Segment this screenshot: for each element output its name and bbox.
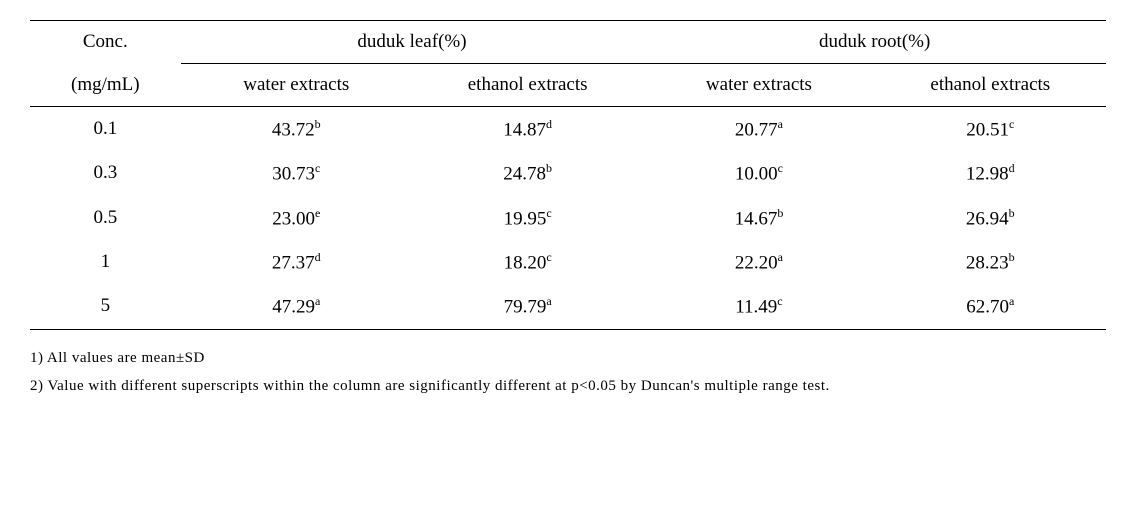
cell-root-water: 22.20a	[643, 240, 874, 284]
table-body: 0.1 43.72b 14.87d 20.77a 20.51c 0.3 30.7…	[30, 107, 1106, 330]
cell-leaf-water: 27.37d	[181, 240, 412, 284]
cell-leaf-ethanol: 24.78b	[412, 151, 643, 195]
cell-root-water: 10.00c	[643, 151, 874, 195]
cell-leaf-water: 23.00e	[181, 196, 412, 240]
footnote-1: 1) All values are mean±SD	[30, 344, 1106, 373]
table-row: 0.3 30.73c 24.78b 10.00c 12.98d	[30, 151, 1106, 195]
header-leaf-water: water extracts	[181, 64, 412, 107]
table-row: 0.1 43.72b 14.87d 20.77a 20.51c	[30, 107, 1106, 152]
header-leaf-ethanol: ethanol extracts	[412, 64, 643, 107]
cell-root-water: 11.49c	[643, 284, 874, 329]
cell-root-ethanol: 28.23b	[875, 240, 1106, 284]
cell-root-water: 20.77a	[643, 107, 874, 152]
cell-leaf-ethanol: 18.20c	[412, 240, 643, 284]
header-group-leaf: duduk leaf(%)	[181, 21, 644, 64]
cell-leaf-water: 43.72b	[181, 107, 412, 152]
cell-conc: 5	[30, 284, 181, 329]
cell-leaf-water: 47.29a	[181, 284, 412, 329]
footnotes: 1) All values are mean±SD 2) Value with …	[30, 344, 1106, 401]
table-row: 5 47.29a 79.79a 11.49c 62.70a	[30, 284, 1106, 329]
cell-conc: 0.1	[30, 107, 181, 152]
footnote-2: 2) Value with different superscripts wit…	[30, 372, 1106, 401]
header-conc-line1: Conc.	[30, 21, 181, 64]
cell-root-ethanol: 20.51c	[875, 107, 1106, 152]
cell-conc: 1	[30, 240, 181, 284]
header-root-water: water extracts	[643, 64, 874, 107]
header-group-root: duduk root(%)	[643, 21, 1106, 64]
table-row: 0.5 23.00e 19.95c 14.67b 26.94b	[30, 196, 1106, 240]
header-conc-line2: (mg/mL)	[30, 64, 181, 107]
cell-leaf-ethanol: 14.87d	[412, 107, 643, 152]
cell-root-ethanol: 26.94b	[875, 196, 1106, 240]
cell-conc: 0.5	[30, 196, 181, 240]
header-root-ethanol: ethanol extracts	[875, 64, 1106, 107]
cell-leaf-water: 30.73c	[181, 151, 412, 195]
cell-root-ethanol: 62.70a	[875, 284, 1106, 329]
table-row: 1 27.37d 18.20c 22.20a 28.23b	[30, 240, 1106, 284]
cell-root-ethanol: 12.98d	[875, 151, 1106, 195]
data-table: Conc. duduk leaf(%) duduk root(%) (mg/mL…	[30, 20, 1106, 330]
cell-conc: 0.3	[30, 151, 181, 195]
cell-leaf-ethanol: 19.95c	[412, 196, 643, 240]
cell-leaf-ethanol: 79.79a	[412, 284, 643, 329]
cell-root-water: 14.67b	[643, 196, 874, 240]
